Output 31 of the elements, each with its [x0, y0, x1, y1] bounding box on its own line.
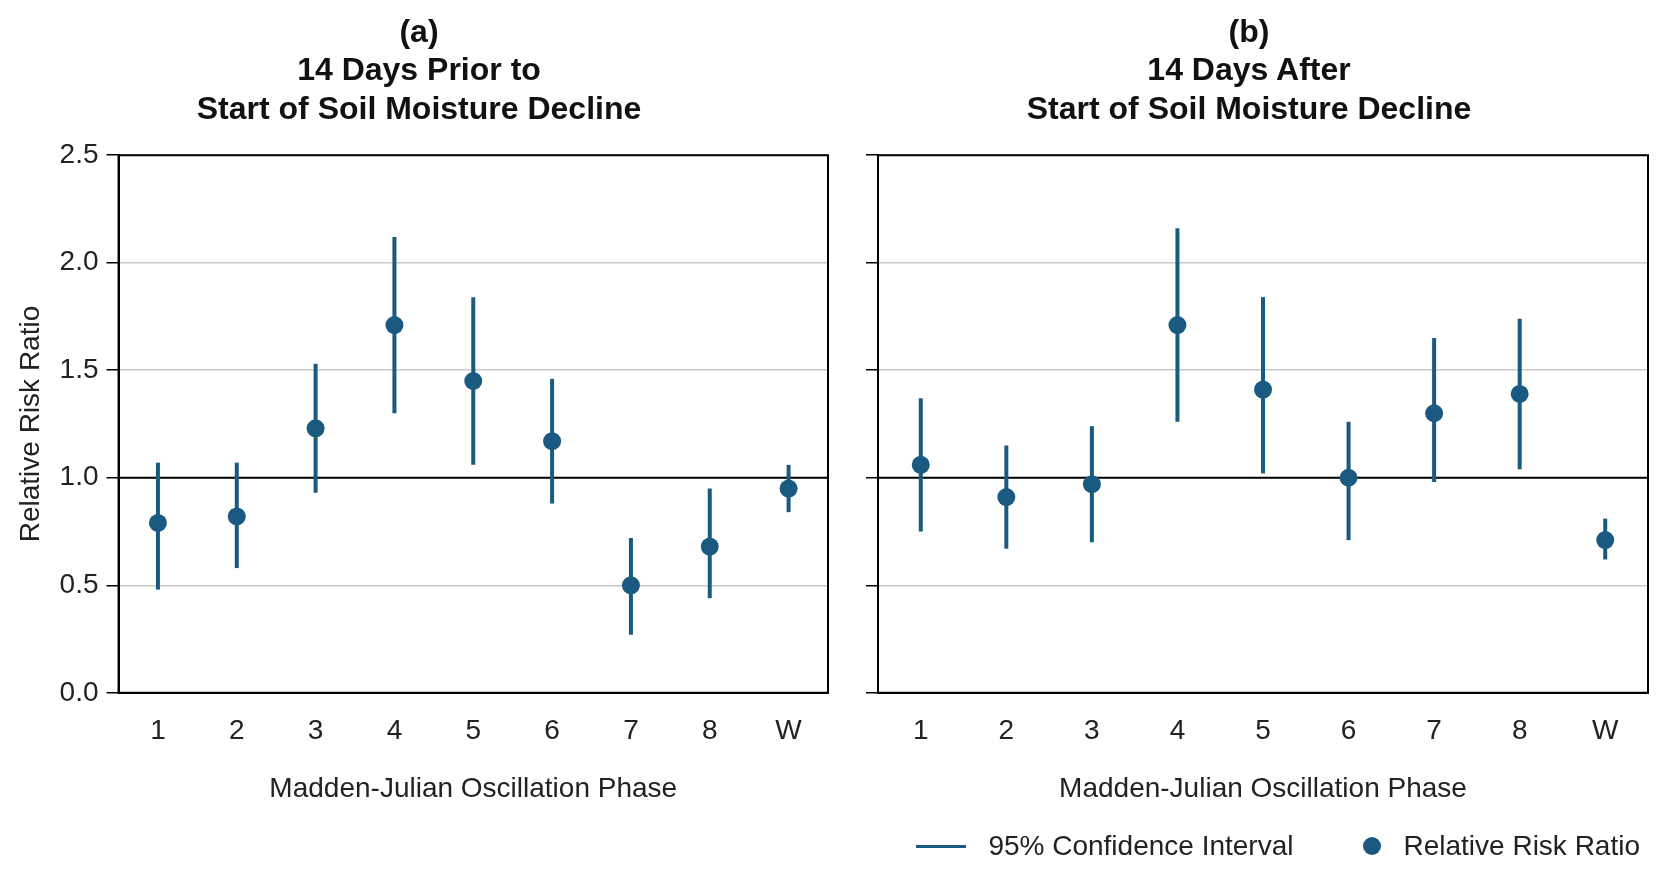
x-tick-label: 3 [307, 714, 324, 746]
y-tick-label: 0.0 [59, 675, 99, 707]
x-tick-label: 4 [386, 714, 403, 746]
chart-title: (b) 14 Days After Start of Soil Moisture Decline [1026, 13, 1472, 126]
x-tick-label: W [775, 714, 803, 746]
x-tick-label: 8 [1511, 714, 1528, 746]
x-tick-label: 2 [998, 714, 1015, 746]
y-tick-label: 2.0 [59, 245, 99, 277]
y-tick-label: 0.5 [59, 568, 99, 599]
y-tick-label: 2.5 [59, 137, 99, 169]
x-tick-label: 7 [1426, 714, 1442, 746]
y-tick-label: 1.0 [59, 460, 99, 492]
x-tick-label: 6 [1340, 714, 1357, 746]
x-tick-label: W [1592, 714, 1619, 746]
x-tick-label: 5 [1255, 714, 1271, 746]
x-tick-label: 3 [1084, 714, 1100, 746]
x-tick-label: 7 [623, 714, 639, 746]
x-tick-label: 1 [912, 714, 929, 746]
legend-label: Relative Risk Ratio [1403, 830, 1640, 862]
y-axis-title: Relative Risk Ratio [13, 305, 45, 543]
text: 95% Confidence Interval [988, 830, 1294, 862]
x-tick-label: 5 [465, 714, 482, 746]
y-tick-label: 1.5 [59, 352, 99, 384]
x-tick-label: 6 [544, 714, 560, 746]
x-axis-title: Madden-Julian Oscillation Phase [1059, 771, 1467, 803]
chart-title: (a) 14 Days Prior to Start of Soil Moisture Decline [196, 13, 642, 126]
x-axis-title: Madden-Julian Oscillation Phase [269, 771, 678, 803]
x-tick-label: 1 [150, 714, 166, 746]
x-tick-label: 2 [228, 714, 245, 746]
x-tick-label: 4 [1169, 714, 1186, 746]
x-tick-label: 8 [701, 714, 718, 746]
